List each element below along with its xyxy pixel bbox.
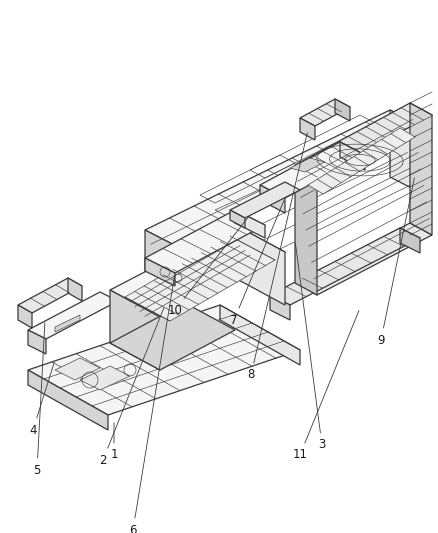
Polygon shape [145,258,175,286]
Polygon shape [400,228,420,253]
Polygon shape [28,305,300,415]
Polygon shape [340,142,365,170]
Polygon shape [125,236,275,321]
Text: 10: 10 [168,217,248,317]
Polygon shape [220,305,300,365]
Polygon shape [270,228,420,305]
Polygon shape [230,182,300,218]
Polygon shape [295,165,317,295]
Polygon shape [335,99,350,121]
Text: 1: 1 [110,423,118,462]
Polygon shape [18,305,32,328]
Polygon shape [55,358,100,380]
Polygon shape [270,295,290,320]
Text: 4: 4 [29,362,54,437]
Text: 11: 11 [293,311,359,462]
Polygon shape [260,185,285,213]
Polygon shape [235,210,265,238]
Text: 7: 7 [230,200,284,327]
Polygon shape [145,210,265,273]
Polygon shape [55,315,80,332]
Polygon shape [28,292,118,339]
Polygon shape [28,330,46,354]
Text: 5: 5 [33,323,45,477]
Polygon shape [260,142,365,198]
Polygon shape [68,278,82,301]
Polygon shape [110,225,285,317]
Polygon shape [308,128,415,194]
Polygon shape [110,290,160,370]
Polygon shape [145,230,180,315]
Text: 9: 9 [377,177,414,346]
Polygon shape [235,225,285,305]
Polygon shape [390,110,425,195]
Polygon shape [145,110,425,248]
Text: 3: 3 [295,243,326,451]
Text: 6: 6 [129,276,175,533]
Polygon shape [295,223,432,295]
Polygon shape [300,99,350,126]
Polygon shape [28,370,108,430]
Polygon shape [290,158,325,172]
Text: 8: 8 [247,133,307,382]
Text: 2: 2 [99,308,164,466]
Polygon shape [230,210,245,228]
Polygon shape [300,118,315,140]
Polygon shape [110,303,235,370]
Polygon shape [18,278,82,313]
Polygon shape [80,366,130,390]
Polygon shape [410,103,432,235]
Polygon shape [295,103,432,177]
